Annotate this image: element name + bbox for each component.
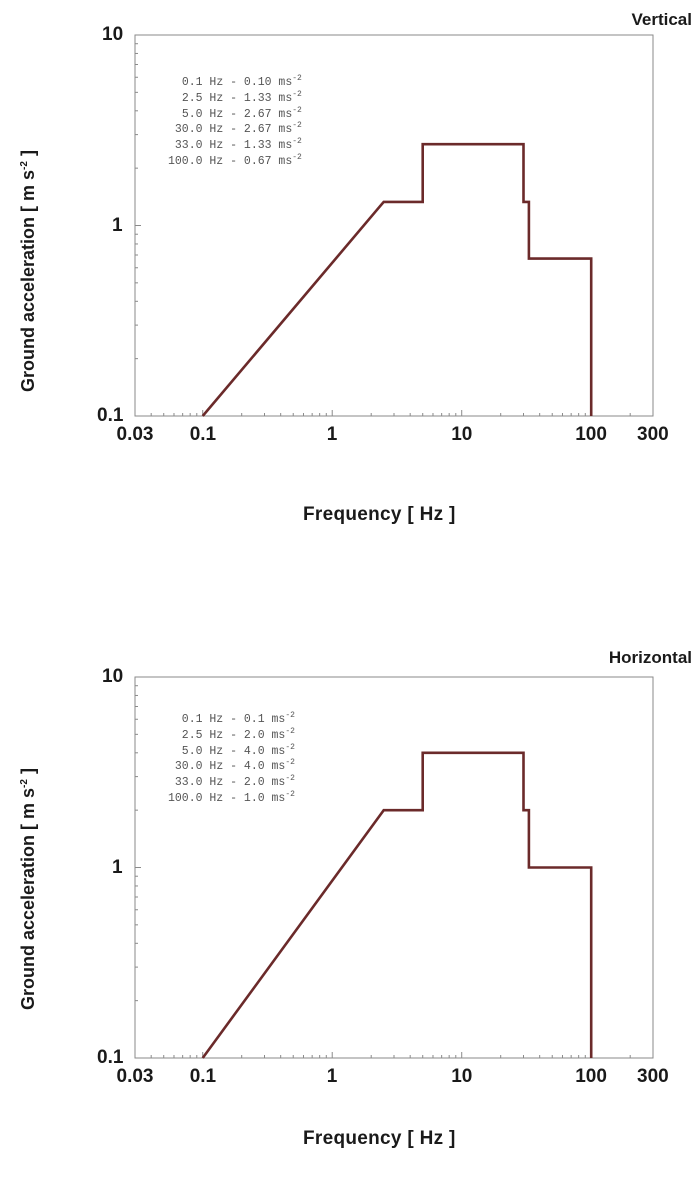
y-axis-label: Ground acceleration [ m s-2 ]	[18, 150, 38, 392]
x-tick-label: 300	[637, 1066, 669, 1087]
legend-entry: 2.5 Hz - 1.33 ms-2	[181, 89, 302, 105]
series-line	[201, 142, 593, 417]
legend-entry: 30.0 Hz - 2.67 ms-2	[174, 121, 302, 137]
x-axis-label: Frequency [ Hz ]	[303, 504, 456, 525]
x-tick-label: 10	[451, 424, 473, 445]
horizontal-chart: Horizontal 0.1 Hz - 0.1 ms-2 2.5 Hz - 2.0…	[0, 640, 698, 1200]
legend-entry: 5.0 Hz - 2.67 ms-2	[181, 105, 302, 121]
x-tick-label: 0.1	[189, 1066, 217, 1087]
legend-entry: 33.0 Hz - 1.33 ms-2	[174, 137, 302, 153]
horizontal-plot-area	[134, 676, 654, 1059]
legend-entry: 2.5 Hz - 2.0 ms-2	[181, 726, 295, 742]
y-tick-label: 10	[102, 24, 124, 45]
x-tick-label: 0.1	[189, 424, 217, 445]
legend-entry: 30.0 Hz - 4.0 ms-2	[174, 758, 295, 774]
x-tick-label: 300	[637, 424, 669, 445]
y-tick-label: 0.1	[97, 405, 124, 426]
legend-entry: 5.0 Hz - 4.0 ms-2	[181, 742, 295, 758]
y-tick-label: 1	[112, 214, 123, 236]
x-tick-label: 0.03	[116, 424, 154, 445]
x-tick-label: 100	[575, 1066, 607, 1087]
chart-legend: 0.1 Hz - 0.1 ms-2 2.5 Hz - 2.0 ms-2 5.0 Hz…	[168, 710, 295, 805]
legend-entry: 100.0 Hz - 1.0 ms-2	[168, 790, 295, 805]
x-tick-label: 0.03	[116, 1066, 154, 1087]
x-tick-label: 1	[326, 1066, 338, 1087]
legend-entry: 100.0 Hz - 0.67 ms-2	[168, 153, 302, 168]
chart-legend: 0.1 Hz - 0.10 ms-2 2.5 Hz - 1.33 ms-2 5.0 …	[168, 73, 302, 168]
x-tick-label: 1	[326, 424, 338, 445]
legend-entry: 0.1 Hz - 0.10 ms-2	[181, 74, 302, 89]
chart-title: Vertical	[631, 10, 693, 29]
legend-entry: 33.0 Hz - 2.0 ms-2	[174, 774, 295, 790]
y-axis-label: Ground acceleration [ m s-2 ]	[18, 768, 38, 1010]
vertical-chart: Vertical 0.1 Hz - 0.10 ms-2 2.5 Hz - 1.33…	[0, 0, 698, 560]
series-line	[201, 751, 593, 1059]
y-tick-label: 1	[112, 856, 123, 878]
y-tick-label: 10	[102, 666, 124, 687]
y-tick-label: 0.1	[97, 1047, 124, 1068]
x-axis-label: Frequency [ Hz ]	[303, 1128, 456, 1149]
x-tick-label: 10	[451, 1066, 473, 1087]
legend-entry: 0.1 Hz - 0.1 ms-2	[181, 711, 295, 726]
x-tick-label: 100	[575, 424, 607, 445]
vertical-plot-area	[134, 34, 654, 417]
chart-title: Horizontal	[608, 648, 692, 667]
